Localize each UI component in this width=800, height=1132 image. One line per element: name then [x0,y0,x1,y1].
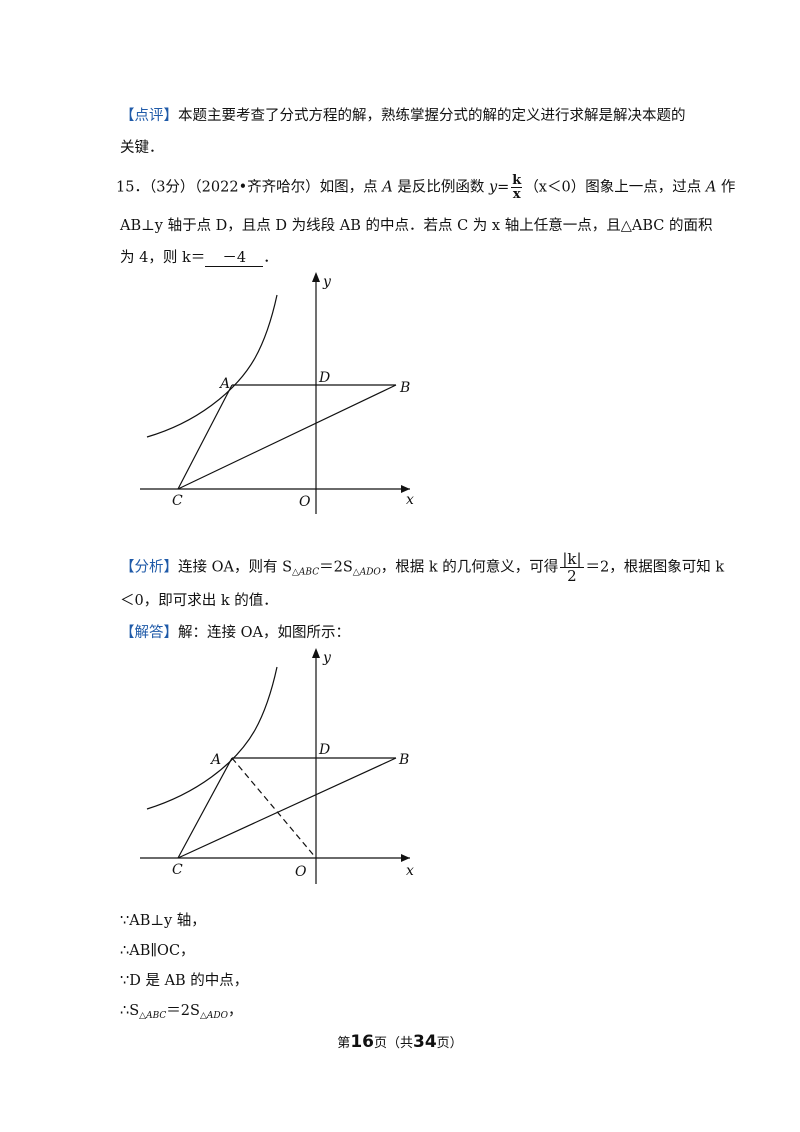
footer-mid: 页（共 [373,1036,413,1051]
hyperbola-curve-2 [146,666,278,810]
step-3-text: ∵D 是 AB 的中点， [120,973,249,989]
analysis-line-1: 【分析】连接 OA，则有 S△ABC＝2S△ADO，根据 k 的几何意义，可得 |… [120,551,724,584]
step-4: ∴S△ABC＝2S△ADO， [120,1001,242,1026]
step-1: ∵AB⊥y 轴， [120,911,206,931]
review-line-1: 【点评】本题主要考查了分式方程的解，熟练掌握分式的解的定义进行求解是解决本题的 [120,106,686,126]
label-a-2: A [209,752,221,768]
question-part-2: 作 [720,179,736,196]
question-part-1: 是反比例函数 [397,179,485,196]
question-line-2: AB⊥y 轴于点 D，且点 D 为线段 AB 的中点．若点 C 为 x 轴上任意… [120,216,712,236]
label-x: x [406,492,414,508]
review-line-2: 关键． [120,138,164,158]
label-d: D [318,370,330,386]
question-line-3: 为 4，则 k＝ －4 ． [120,248,278,268]
analysis-text-4: ＝2，根据图象可知 k [585,559,725,576]
segment-bc [177,384,397,490]
solution-line: 【解答】解：连接 OA，如图所示： [120,623,350,643]
label-o: O [299,494,311,510]
review-text-2: 关键． [120,140,164,156]
y-axis-arrow-icon-2 [312,648,320,658]
question-text-3-end: ． [263,250,278,266]
analysis-text-1: 连接 OA，则有 S [178,559,293,576]
function-condition: （x＜0）图象上一点，过点 [524,179,702,196]
footer-total-pages: 34 [413,1032,437,1052]
footer-pre: 第 [337,1036,351,1051]
step-4-mid: ＝2S [166,1003,200,1019]
hyperbola-curve [146,294,278,438]
point-a-label: A [382,179,393,196]
label-b-2: B [398,752,409,768]
figure-2: y x O A B C D [140,648,414,884]
segment-ac [177,384,233,490]
label-c-2: C [172,862,183,878]
step-4-sub-2: △ADO [199,1011,228,1021]
analysis-line-2: ＜0，即可求出 k 的值． [120,591,278,611]
analysis-text-2: ＝2S [319,559,353,576]
analysis-fraction-numerator: |k| [560,550,584,568]
label-y: y [322,274,332,290]
question-number: 15．（3分）（2022•齐齐哈尔）如图，点 [116,179,378,196]
review-tag: 【点评】 [120,108,178,124]
question-text-3: 为 4，则 k＝ [120,250,206,266]
question-line-1: 15．（3分）（2022•齐齐哈尔）如图，点 A 是反比例函数 y= k x （x＜0… [116,174,735,201]
label-c: C [172,493,183,509]
x-axis-arrow-icon-2 [401,854,410,862]
footer-post: 页） [436,1036,463,1051]
analysis-tag: 【分析】 [120,559,178,576]
y-axis-arrow-icon [312,272,320,282]
label-a: A [218,376,230,392]
segment-bc-2 [177,757,397,859]
label-o-2: O [295,864,307,880]
step-4-post: ， [227,1003,243,1019]
step-3: ∵D 是 AB 的中点， [120,971,248,991]
segment-ac-2 [177,757,233,859]
analysis-fraction: |k| 2 [560,550,584,585]
label-x-2: x [406,863,414,879]
analysis-fraction-denominator: 2 [567,567,577,585]
fraction-denominator: x [512,187,521,202]
answer-blank: －4 [205,250,264,267]
analysis-sub-2: △ADO [352,567,381,578]
function-lhs: y= [488,179,510,196]
step-2-text: ∴AB∥OC， [120,943,195,959]
figure-1: y x O A B C D [140,272,414,514]
solution-text: 解：连接 OA，如图所示： [178,625,350,641]
step-1-text: ∵AB⊥y 轴， [120,913,206,929]
footer-page-number: 16 [350,1032,374,1052]
segment-ao-dashed [231,757,317,859]
step-4-pre: ∴S [120,1003,140,1019]
step-4-sub-1: △ABC [139,1011,167,1021]
point-a-label-2: A [705,179,717,196]
x-axis-arrow-icon [401,485,410,493]
fraction-numerator: k [511,173,523,188]
analysis-text-5: ＜0，即可求出 k 的值． [120,593,278,609]
solution-tag: 【解答】 [120,625,178,641]
question-text-2: AB⊥y 轴于点 D，且点 D 为线段 AB 的中点．若点 C 为 x 轴上任意… [120,218,713,234]
step-2: ∴AB∥OC， [120,941,195,961]
label-d-2: D [318,742,330,758]
review-text-1: 本题主要考查了分式方程的解，熟练掌握分式的解的定义进行求解是解决本题的 [178,108,686,124]
analysis-text-3: ，根据 k 的几何意义，可得 [380,559,559,576]
analysis-sub-1: △ABC [292,567,320,578]
page-footer: 第16页（共34页） [0,1032,800,1052]
label-b: B [399,380,410,396]
label-y-2: y [322,650,332,666]
